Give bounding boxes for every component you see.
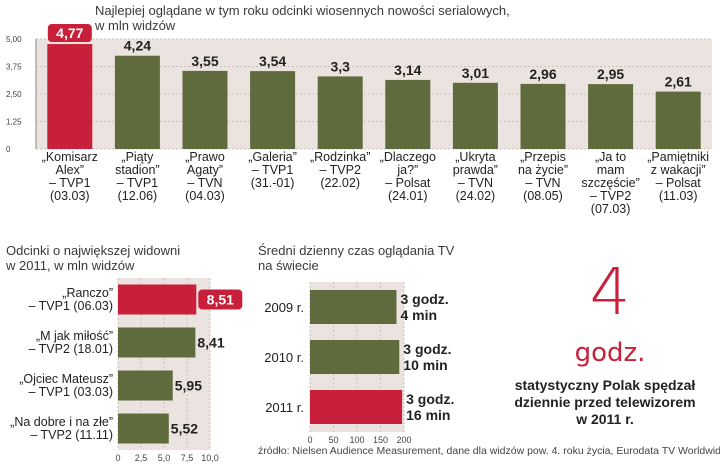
- chart2-category-label: „Na dobre i na złe” – TVP2 (11.11): [10, 414, 113, 442]
- callout-number: 4: [589, 256, 631, 330]
- chart1-bar: [47, 44, 93, 150]
- source-note: źródło: Nielsen Audience Measurement, da…: [258, 445, 720, 457]
- chart2-plot: 0 2,5 5,0 7,5 10,0 8,51 8,41 5,95 5,52: [115, 278, 243, 463]
- chart2-value-label: 5,95: [175, 378, 202, 394]
- chart1-bar: [317, 76, 363, 149]
- chart2-xtick-label: 10,0: [201, 453, 219, 463]
- chart1-category-label: „Komisarz Alex” – TVP1 (03.03): [41, 150, 98, 203]
- chart1-category-label: „Ukryta prawda” – TVN (24.02): [452, 150, 498, 203]
- chart1-value-label: 3,55: [191, 53, 218, 69]
- chart2-category-label: „M jak miłość” – TVP2 (18.01): [28, 328, 113, 356]
- chart1-bar: [250, 71, 296, 149]
- chart3-xtick-label: 50: [328, 435, 338, 445]
- chart2-category-label: „Ojciec Mateusz” – TVP1 (03.03): [19, 371, 113, 399]
- chart3-value-label: 3 godz.: [400, 291, 448, 307]
- chart1-ytick-label: 5,00: [6, 35, 22, 44]
- chart2-bar: [118, 284, 197, 315]
- chart1-bar: [655, 91, 701, 149]
- chart1-title: Najlepiej oglądane w tym roku odcinki wi…: [95, 3, 510, 33]
- chart1-value-label: 3,3: [330, 58, 350, 74]
- chart3-value-label: 3 godz.: [406, 391, 454, 407]
- callout-unit: godz.: [574, 338, 646, 368]
- chart2-bar: [118, 413, 169, 444]
- chart2-value-label: 8,41: [197, 335, 224, 351]
- chart1-value-label: 2,95: [597, 66, 624, 82]
- chart1-ytick-label: 1,25: [6, 118, 22, 127]
- chart3-value-label: 10 min: [403, 357, 447, 373]
- chart1-bar: [588, 84, 634, 149]
- chart3-category-label: 2009 r.: [264, 300, 304, 315]
- chart1-category-label: „Prawo Agaty” – TVN (04.03): [185, 150, 225, 203]
- chart2-xtick-label: 5,0: [158, 453, 171, 463]
- chart1-category-label: „Piąty stadion” – TVP1 (12.06): [115, 150, 160, 203]
- chart1-value-label: 2,96: [529, 66, 556, 82]
- chart3-xtick-label: 150: [373, 435, 388, 445]
- chart1-value-label: 3,54: [259, 53, 286, 69]
- chart1-category-label: „Galeria” – TVP1 (31.-01): [248, 150, 297, 190]
- chart1-value-label: 4,24: [124, 38, 151, 54]
- chart1-category-label: „Przepis na życie” – TVN (08.05): [517, 150, 568, 203]
- chart1-bar: [452, 82, 498, 149]
- chart3-value-label: 4 min: [400, 307, 437, 323]
- chart1-value-badge: [47, 24, 92, 43]
- chart3-xtick-label: 200: [396, 435, 411, 445]
- chart1-value-label: 2,61: [665, 74, 692, 90]
- chart3-value-label: 16 min: [406, 407, 450, 423]
- chart2-category-label: „Ranczo” – TVP1 (06.03): [28, 285, 113, 313]
- chart2-xtick-label: 7,5: [181, 453, 194, 463]
- chart1-plot: 0 1,25 2,50 3,75 5,00 4,77 4,24 3,55 3,54 3,3 3,14…: [6, 24, 712, 154]
- chart2-xtick-label: 2,5: [135, 453, 148, 463]
- chart2-value-badge: [198, 289, 243, 310]
- chart3-bar: [310, 390, 403, 424]
- chart3-title: Średni dzienny czas oglądania TV na świe…: [258, 243, 455, 273]
- chart1-bar: [182, 70, 228, 149]
- chart1-bar: [385, 79, 431, 149]
- chart2-bar: [118, 370, 173, 401]
- chart2-xtick-label: 0: [115, 453, 120, 463]
- chart1-category-label: „Pamiętniki z wakacji” – Polsat (11.03): [647, 150, 710, 203]
- callout-caption: statystyczny Polak spędzał dziennie prze…: [514, 377, 696, 427]
- chart2-bar: [118, 327, 196, 358]
- chart1-value-label: 4,77: [56, 25, 83, 41]
- chart1-value-label: 3,01: [462, 65, 489, 81]
- chart1-category-label: „Ja to mam szczęście” – TVP2 (07.03): [581, 150, 640, 216]
- chart1-ytick-label: 0: [6, 145, 11, 154]
- chart2-title: Odcinki o największej widowni w 2011, w …: [6, 243, 181, 273]
- chart3-xtick-label: 0: [307, 435, 312, 445]
- chart2-value-label: 8,51: [207, 292, 234, 308]
- chart1-ytick-label: 2,50: [6, 90, 22, 99]
- chart1-ytick-label: 3,75: [6, 63, 22, 72]
- chart3-category-label: 2011 r.: [265, 400, 304, 415]
- chart1-category-label: „Rodzinka” – TVP2 (22.02): [309, 150, 371, 190]
- chart1-category-label: „Dlaczego ja?” – Polsat (24.01): [379, 150, 436, 203]
- chart1-bar: [114, 55, 160, 149]
- chart2-value-label: 5,52: [171, 421, 198, 437]
- chart3-category-label: 2010 r.: [264, 350, 304, 365]
- chart1-value-label: 3,14: [394, 62, 421, 78]
- chart3-bar: [310, 340, 400, 374]
- chart3-xtick-label: 100: [349, 435, 364, 445]
- chart3-bar: [310, 290, 397, 324]
- chart1-bar: [520, 83, 566, 149]
- chart3-value-label: 3 godz.: [403, 341, 451, 357]
